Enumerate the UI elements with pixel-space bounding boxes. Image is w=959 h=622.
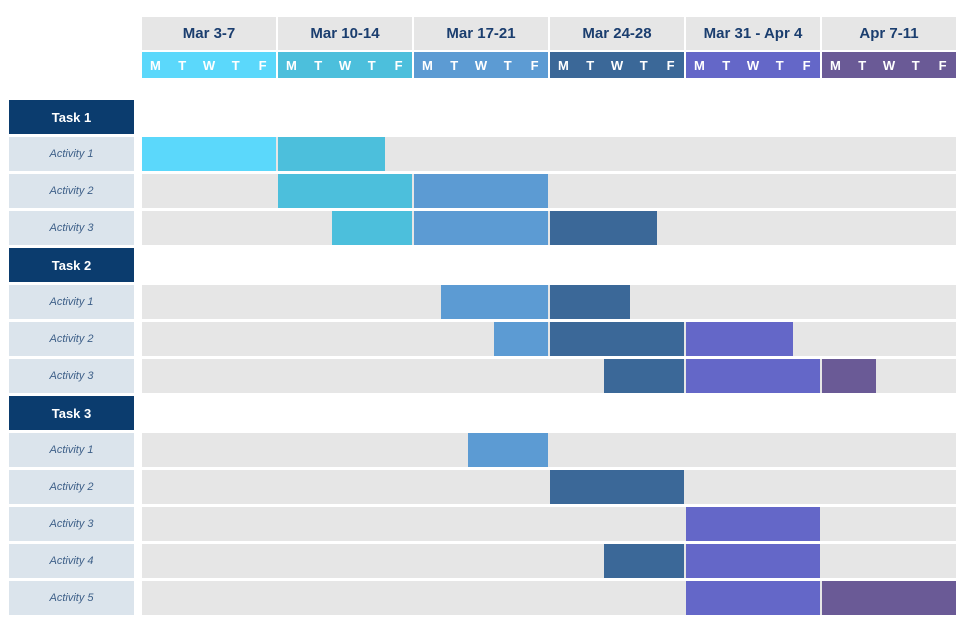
gantt-bar [686, 544, 820, 578]
day-label: T [722, 57, 731, 73]
gantt-bar [686, 581, 820, 615]
gantt-bar [603, 359, 684, 393]
activity-label: Activity 3 [9, 359, 134, 393]
day-label: F [802, 57, 811, 73]
gantt-bar [142, 137, 276, 171]
activity-label: Activity 3 [9, 507, 134, 541]
day-label: F [530, 57, 539, 73]
day-label: M [693, 57, 705, 73]
day-label: M [829, 57, 841, 73]
gantt-bar [278, 137, 386, 171]
activity-label: Activity 4 [9, 544, 134, 578]
day-label: T [367, 57, 376, 73]
day-label: T [450, 57, 459, 73]
day-label: F [938, 57, 947, 73]
activity-label: Activity 5 [9, 581, 134, 615]
week-header: Apr 7-11 [822, 17, 956, 50]
activity-track [142, 581, 956, 615]
day-label: T [911, 57, 920, 73]
gantt-bar [822, 581, 956, 615]
day-label: T [858, 57, 867, 73]
activity-track [142, 211, 956, 245]
gantt-bar [278, 174, 412, 208]
task-label: Task 3 [9, 396, 134, 430]
activity-label: Activity 1 [9, 137, 134, 171]
day-label: T [639, 57, 648, 73]
gantt-bar [550, 322, 684, 356]
day-label: W [338, 57, 352, 73]
task-label: Task 2 [9, 248, 134, 282]
gantt-bar [440, 285, 548, 319]
day-label: W [202, 57, 216, 73]
day-label: M [421, 57, 433, 73]
activity-track [142, 433, 956, 467]
day-label: T [586, 57, 595, 73]
activity-track [142, 544, 956, 578]
activity-track [142, 359, 956, 393]
day-label: F [666, 57, 675, 73]
gantt-bar [494, 322, 548, 356]
activity-track [142, 507, 956, 541]
activity-track [142, 470, 956, 504]
gantt-bar [550, 470, 684, 504]
week-header: Mar 24-28 [550, 17, 684, 50]
day-label: W [610, 57, 624, 73]
week-header: Mar 17-21 [414, 17, 548, 50]
day-label: T [231, 57, 240, 73]
activity-label: Activity 2 [9, 174, 134, 208]
activity-label: Activity 3 [9, 211, 134, 245]
gantt-bar [822, 359, 876, 393]
task-label: Task 1 [9, 100, 134, 134]
gantt-bar [467, 433, 548, 467]
gantt-bar [414, 211, 548, 245]
day-label: T [503, 57, 512, 73]
day-label: F [258, 57, 267, 73]
week-header: Mar 10-14 [278, 17, 412, 50]
day-label: W [882, 57, 896, 73]
activity-label: Activity 2 [9, 470, 134, 504]
gantt-bar [550, 211, 658, 245]
day-label: T [775, 57, 784, 73]
week-header: Mar 31 - Apr 4 [686, 17, 820, 50]
day-label: M [149, 57, 161, 73]
activity-track [142, 137, 956, 171]
day-label: M [285, 57, 297, 73]
day-label: W [746, 57, 760, 73]
day-label: T [314, 57, 323, 73]
activity-track [142, 322, 956, 356]
activity-track [142, 174, 956, 208]
gantt-bar [686, 359, 820, 393]
gantt-bar [686, 322, 794, 356]
day-label: T [178, 57, 187, 73]
gantt-bar [686, 507, 820, 541]
gantt-bar [331, 211, 412, 245]
day-label: F [394, 57, 403, 73]
activity-track [142, 285, 956, 319]
gantt-bar [414, 174, 548, 208]
gantt-bar [603, 544, 684, 578]
activity-label: Activity 2 [9, 322, 134, 356]
day-label: W [474, 57, 488, 73]
activity-label: Activity 1 [9, 433, 134, 467]
day-label: M [557, 57, 569, 73]
week-header: Mar 3-7 [142, 17, 276, 50]
activity-label: Activity 1 [9, 285, 134, 319]
gantt-bar [550, 285, 631, 319]
